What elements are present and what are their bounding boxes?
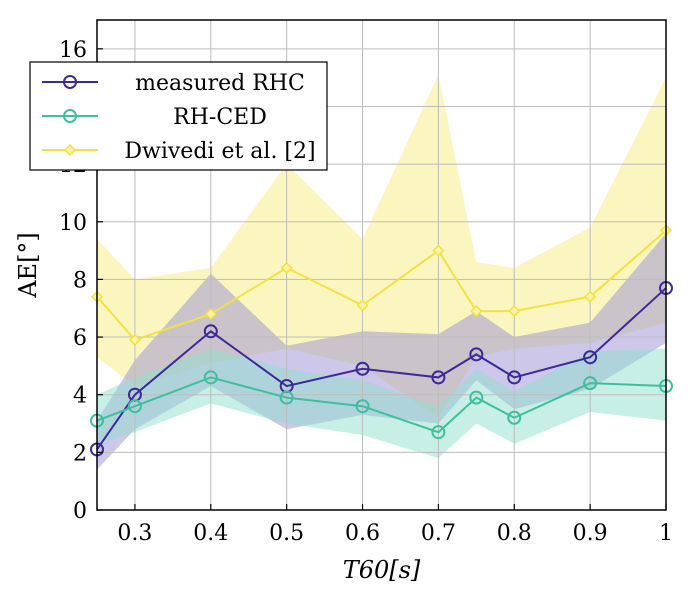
x-tick-label: 0.9 <box>573 521 608 546</box>
point-rh-ced <box>355 399 370 414</box>
legend-marker-dwivedi-et-al-2 <box>63 143 77 157</box>
point-rh-ced <box>469 390 484 405</box>
y-tick-label: 2 <box>73 441 87 466</box>
point-dwivedi-et-al-2 <box>584 290 597 303</box>
point-dwivedi-et-al-2 <box>204 307 217 321</box>
point-measured-rhc <box>431 370 446 385</box>
x-tick-label: 0.7 <box>421 521 456 546</box>
y-tick-label: 10 <box>59 211 87 236</box>
point-measured-rhc <box>507 370 522 385</box>
line-dwivedi-et-al-2 <box>96 229 667 342</box>
x-tick-label: 0.3 <box>117 521 152 546</box>
point-measured-rhc <box>203 324 218 339</box>
y-tick-label: 8 <box>73 268 87 293</box>
plot-frame <box>96 19 667 511</box>
point-measured-rhc <box>469 347 484 362</box>
x-tick-label: 0.6 <box>345 521 380 546</box>
x-tick-label: 0.5 <box>269 521 304 546</box>
series-lines <box>96 229 667 451</box>
legend-marker-rh-ced <box>63 109 77 123</box>
x-tick-label: 0.4 <box>193 521 228 546</box>
y-tick-label: 6 <box>73 326 87 351</box>
band-rh-ced <box>97 348 666 459</box>
legend-label-measured-rhc: measured RHC <box>135 71 305 96</box>
point-dwivedi-et-al-2 <box>280 261 293 274</box>
point-measured-rhc <box>583 350 598 365</box>
confidence-bands <box>97 74 666 470</box>
line-rh-ced <box>96 376 667 434</box>
point-rh-ced <box>431 425 446 440</box>
legend-marker-measured-rhc <box>63 75 77 89</box>
point-dwivedi-et-al-2 <box>432 244 445 257</box>
x-tick-label: 0.8 <box>497 521 532 546</box>
point-measured-rhc <box>355 361 370 376</box>
x-axis-ticks: 0.3 0.4 0.5 0.6 0.7 0.8 0.9 1 <box>117 504 673 546</box>
point-dwivedi-et-al-2 <box>128 333 141 347</box>
point-dwivedi-et-al-2 <box>356 299 369 312</box>
point-rh-ced <box>507 410 522 425</box>
legend: measured RHC RH-CED Dwivedi et al. [2] <box>29 61 328 171</box>
x-axis-label: T60[s] <box>343 556 421 584</box>
y-tick-label: 0 <box>73 499 87 524</box>
point-rh-ced <box>127 399 142 414</box>
point-rh-ced <box>279 390 294 405</box>
line-measured-rhc <box>96 287 667 451</box>
point-rh-ced <box>203 370 218 385</box>
y-tick-label: 4 <box>73 384 87 409</box>
y-tick-label: 16 <box>59 38 87 63</box>
x-tick-label: 1 <box>659 521 673 546</box>
point-dwivedi-et-al-2 <box>508 305 521 318</box>
legend-label-rh-ced: RH-CED <box>173 105 267 130</box>
band-measured-rhc <box>97 233 666 470</box>
y-axis-label: AE[°] <box>14 232 42 299</box>
legend-label-dwivedi-et-al-2: Dwivedi et al. [2] <box>124 139 315 164</box>
point-dwivedi-et-al-2 <box>470 305 483 318</box>
point-rh-ced <box>583 376 598 391</box>
